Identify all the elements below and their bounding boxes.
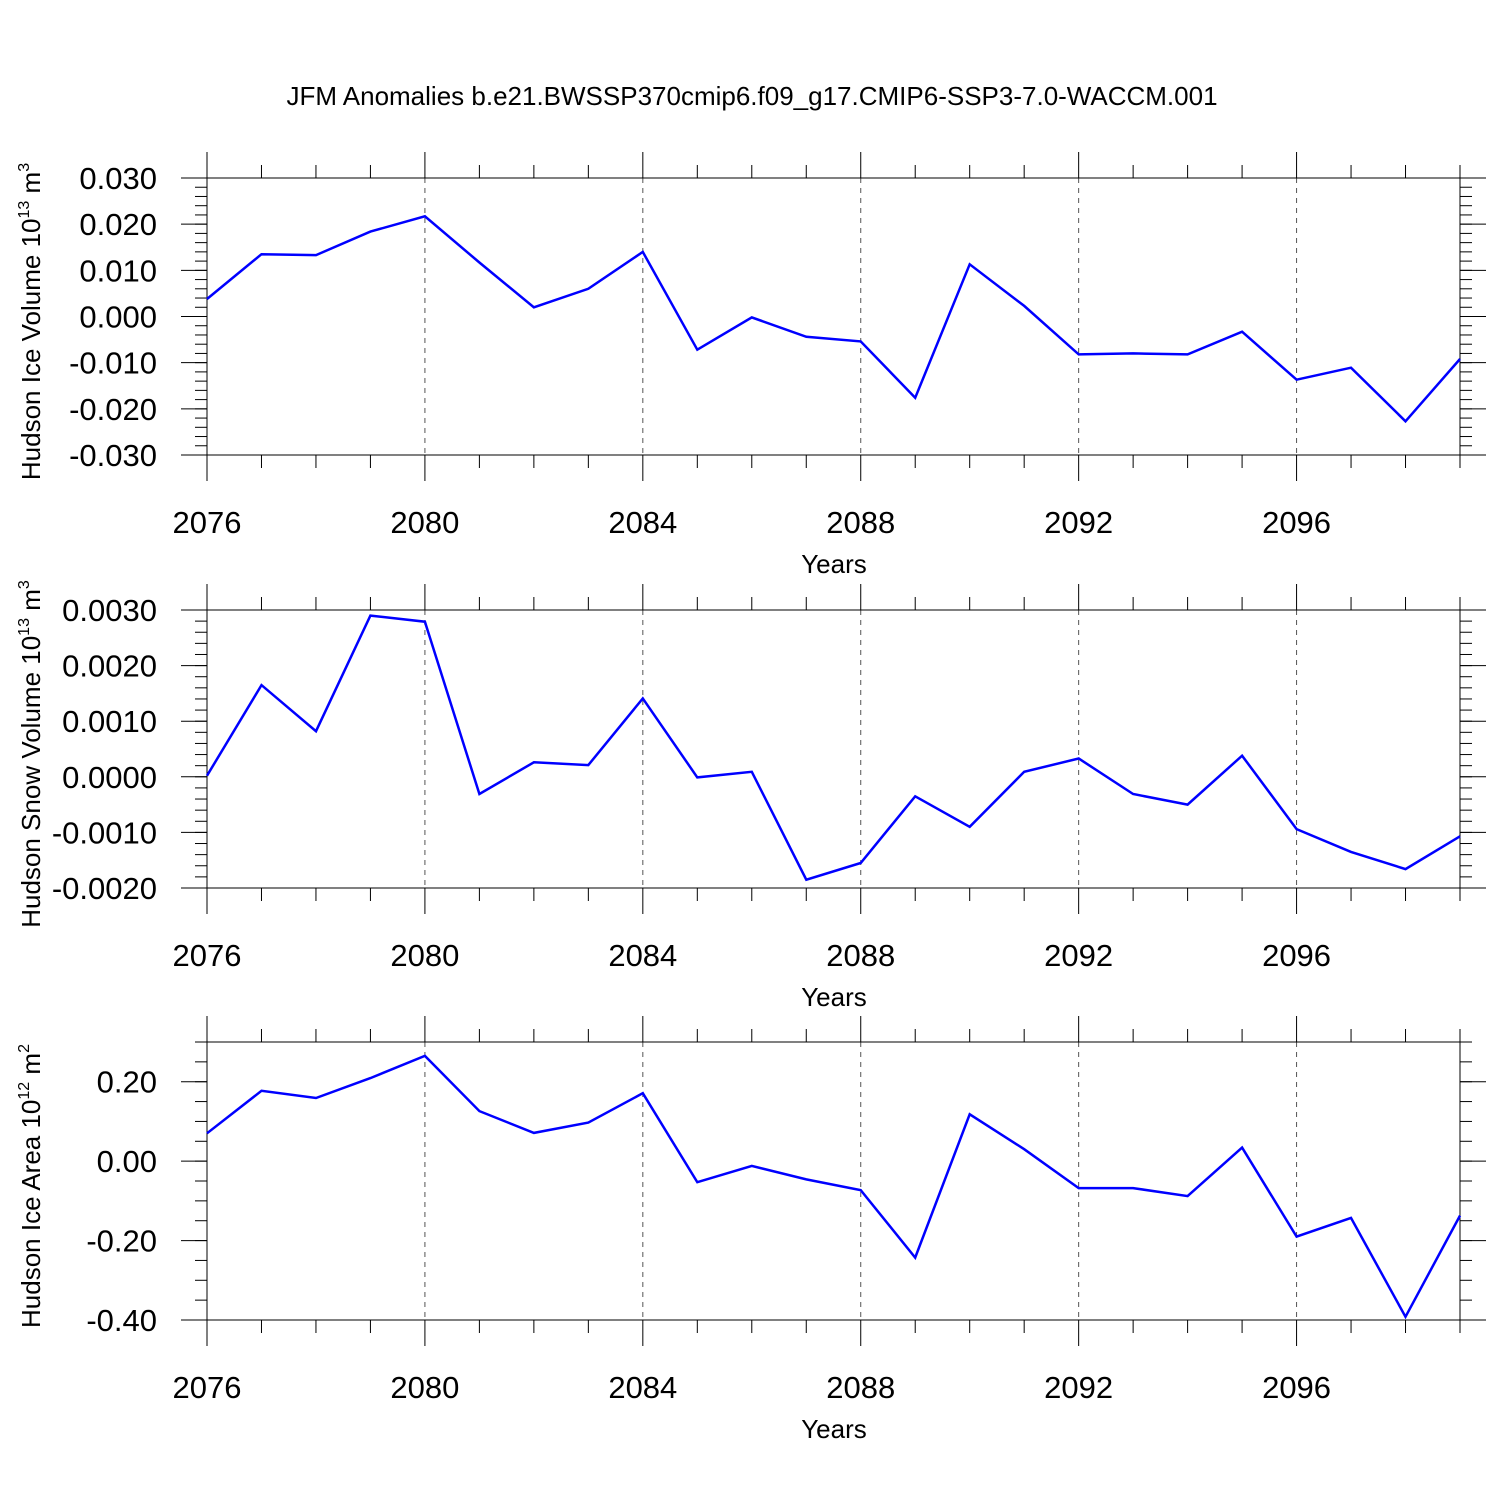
x-tick-label: 2096 (1262, 505, 1331, 540)
y-axis-label: Hudson Ice Area 1012 m2 (16, 1044, 46, 1328)
plot-frame (206, 609, 1461, 889)
x-tick-label: 2092 (1044, 505, 1113, 540)
x-axis-label: Years (801, 549, 867, 579)
x-tick-label: 2084 (608, 505, 677, 540)
y-tick-label: 0.020 (79, 207, 157, 242)
series-line (205, 614, 1461, 882)
x-tick-label: 2088 (826, 938, 895, 973)
y-axis-label: Hudson Ice Volume 1013 m3 (16, 163, 46, 480)
x-tick-label: 2080 (390, 505, 459, 540)
chart-title: JFM Anomalies b.e21.BWSSP370cmip6.f09_g1… (286, 81, 1217, 111)
y-tick-label: -0.0020 (52, 871, 157, 906)
x-tick-label: 2092 (1044, 938, 1113, 973)
y-tick-label: -0.020 (69, 392, 157, 427)
y-tick-label: 0.0020 (62, 649, 157, 684)
x-tick-label: 2096 (1262, 938, 1331, 973)
x-tick-label: 2080 (390, 1370, 459, 1405)
panel-ice-volume: 2076 2080 2084 2088 2092 2096 -0.030 -0.020 -0.0… (16, 152, 1486, 579)
y-tick-label: 0.00 (97, 1144, 157, 1179)
x-axis-label: Years (801, 1414, 867, 1444)
series-line (206, 214, 1461, 424)
x-tick-label: 2088 (826, 1370, 895, 1405)
panel-snow-volume: 2076 2080 2084 2088 2092 2096 -0.0020 -0.0010 0.… (16, 580, 1486, 1012)
y-tick-label: 0.0000 (62, 760, 157, 795)
x-tick-label: 2076 (173, 1370, 242, 1405)
y-tick-label: -0.40 (86, 1303, 157, 1338)
x-tick-label: 2092 (1044, 1370, 1113, 1405)
y-axis-label: Hudson Snow Volume 1013 m3 (16, 580, 46, 928)
y-tick-label: 0.010 (79, 253, 157, 288)
y-tick-label: 0.0010 (62, 704, 157, 739)
y-tick-label: 0.000 (79, 300, 157, 335)
y-tick-label: -0.010 (69, 346, 157, 381)
y-tick-label: 0.0030 (62, 593, 157, 628)
x-tick-label: 2080 (390, 938, 459, 973)
x-tick-label: 2084 (608, 938, 677, 973)
x-tick-label: 2096 (1262, 1370, 1331, 1405)
x-tick-label: 2088 (826, 505, 895, 540)
plot-frame (206, 177, 1461, 456)
x-tick-label: 2076 (173, 938, 242, 973)
y-tick-label: 0.030 (79, 161, 157, 196)
y-tick-label: -0.0010 (52, 815, 157, 850)
series-line (206, 1054, 1462, 1320)
panel-ice-area: 2076 2080 2084 2088 2092 2096 -0.40 -0.20 0.00 0.… (16, 1016, 1486, 1444)
x-tick-label: 2076 (173, 505, 242, 540)
y-tick-label: 0.20 (97, 1065, 157, 1100)
x-axis-label: Years (801, 982, 867, 1012)
y-tick-label: -0.20 (86, 1224, 157, 1259)
plot-frame (206, 1041, 1461, 1321)
x-tick-label: 2084 (608, 1370, 677, 1405)
y-tick-label: -0.030 (69, 438, 157, 473)
